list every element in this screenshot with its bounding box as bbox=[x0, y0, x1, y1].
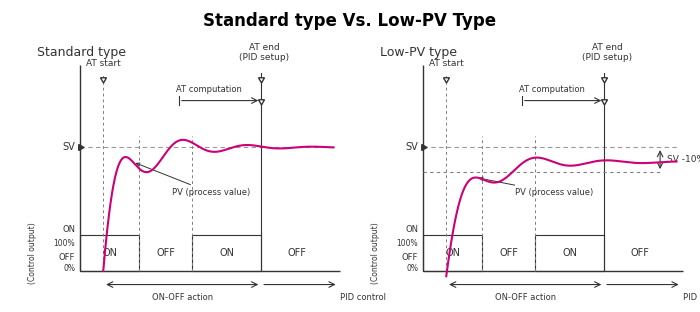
Text: Standard type: Standard type bbox=[38, 46, 127, 59]
Text: SV: SV bbox=[405, 142, 419, 152]
Text: SV: SV bbox=[62, 142, 76, 152]
Text: AT start: AT start bbox=[86, 59, 120, 68]
Text: AT start: AT start bbox=[429, 59, 463, 68]
Text: AT computation: AT computation bbox=[176, 85, 241, 94]
Text: ON-OFF action: ON-OFF action bbox=[495, 293, 556, 302]
Text: SV -10%: SV -10% bbox=[666, 155, 700, 164]
Text: 0%: 0% bbox=[406, 264, 419, 273]
Text: ON: ON bbox=[562, 248, 577, 258]
Bar bbox=[80, 235, 139, 271]
Text: OFF: OFF bbox=[499, 248, 518, 258]
Text: PV (process value): PV (process value) bbox=[480, 177, 594, 197]
Text: ON: ON bbox=[445, 248, 461, 258]
Text: ON: ON bbox=[62, 225, 76, 234]
Text: (Control output): (Control output) bbox=[28, 222, 37, 284]
Text: OFF: OFF bbox=[402, 253, 419, 261]
Text: Standard type Vs. Low-PV Type: Standard type Vs. Low-PV Type bbox=[204, 12, 496, 31]
Text: OFF: OFF bbox=[156, 248, 175, 258]
Text: ON: ON bbox=[102, 248, 118, 258]
Text: PID control: PID control bbox=[683, 293, 700, 302]
Bar bbox=[424, 235, 482, 271]
Text: 100%: 100% bbox=[397, 239, 419, 248]
Text: 100%: 100% bbox=[54, 239, 76, 248]
Text: OFF: OFF bbox=[59, 253, 76, 261]
Text: AT end
(PID setup): AT end (PID setup) bbox=[239, 43, 290, 62]
Text: Low-PV type: Low-PV type bbox=[381, 46, 458, 59]
Text: ON: ON bbox=[405, 225, 419, 234]
Text: PV (process value): PV (process value) bbox=[136, 163, 251, 197]
Text: 0%: 0% bbox=[63, 264, 76, 273]
Bar bbox=[192, 235, 261, 271]
Bar bbox=[535, 235, 604, 271]
Text: OFF: OFF bbox=[631, 248, 650, 258]
Text: PID control: PID control bbox=[340, 293, 386, 302]
Text: ON-OFF action: ON-OFF action bbox=[152, 293, 213, 302]
Text: AT end
(PID setup): AT end (PID setup) bbox=[582, 43, 633, 62]
Text: (Control output): (Control output) bbox=[371, 222, 380, 284]
Text: OFF: OFF bbox=[288, 248, 307, 258]
Text: ON: ON bbox=[219, 248, 234, 258]
Text: AT computation: AT computation bbox=[519, 85, 584, 94]
